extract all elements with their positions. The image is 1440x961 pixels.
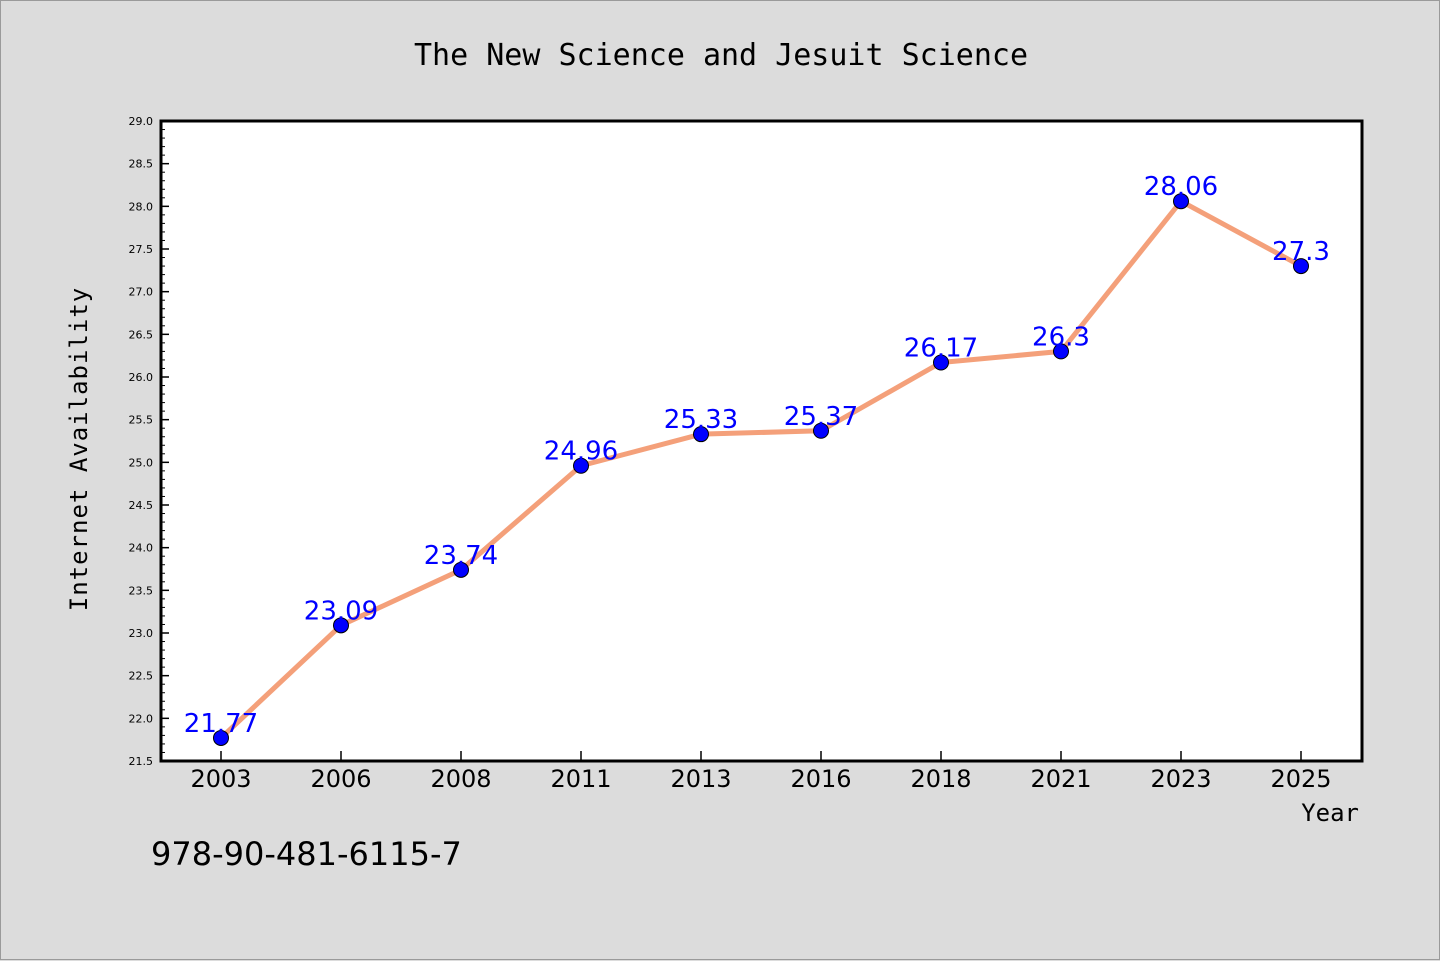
data-point [693, 426, 709, 443]
data-point [813, 422, 829, 439]
y-tick-label: 25.5 [129, 414, 154, 427]
data-point [1293, 258, 1309, 275]
x-tick-label: 2013 [670, 765, 731, 793]
data-labels: 21.77 23.09 23.74 24.96 25.33 25.37 26.17 26.3 2… [184, 172, 1330, 739]
y-tick-label: 28.0 [129, 200, 154, 213]
data-label: 26.17 [904, 333, 978, 363]
y-tick-label: 22.0 [129, 712, 154, 725]
y-tick-label: 24.5 [129, 499, 154, 512]
x-tick-label: 2021 [1030, 765, 1091, 793]
data-label: 23.74 [424, 541, 498, 571]
data-point [453, 561, 469, 578]
y-tick-label: 29.0 [129, 115, 154, 128]
x-axis: 2003 2006 2008 2011 2013 2016 2018 2021 2023 2025 [190, 751, 1332, 793]
y-tick-label: 23.0 [129, 627, 154, 640]
x-tick-label: 2003 [190, 765, 251, 793]
x-tick-label: 2016 [790, 765, 851, 793]
data-label: 25.37 [784, 402, 858, 432]
data-point [573, 457, 589, 474]
data-point [213, 729, 229, 746]
data-label: 25.33 [664, 405, 738, 435]
y-tick-label: 26.5 [129, 328, 154, 341]
y-tick-label: 23.5 [129, 584, 154, 597]
data-label: 28.06 [1144, 172, 1218, 202]
x-tick-label: 2011 [550, 765, 611, 793]
data-label: 23.09 [304, 596, 378, 626]
y-axis-label: Internet Availability [65, 287, 93, 611]
x-tick-label: 2025 [1270, 765, 1331, 793]
data-label: 21.77 [184, 709, 258, 739]
footer-isbn: 978-90-481-6115-7 [151, 835, 462, 873]
data-point [1053, 343, 1069, 360]
x-tick-label: 2018 [910, 765, 971, 793]
data-label: 26.3 [1032, 322, 1090, 352]
data-point [1173, 193, 1189, 210]
data-point [333, 617, 349, 634]
x-tick-label: 2023 [1150, 765, 1211, 793]
x-tick-label: 2008 [430, 765, 491, 793]
y-axis: 21.5 22.0 22.5 23.0 23.5 24.0 24.5 25.0 25.5 26.0… [129, 115, 169, 768]
y-tick-label: 22.5 [129, 670, 154, 683]
y-tick-label: 25.0 [129, 456, 154, 469]
data-points [213, 193, 1309, 746]
y-tick-label: 24.0 [129, 542, 154, 555]
plot-area [159, 119, 1364, 763]
data-point [933, 354, 949, 371]
x-tick-label: 2006 [310, 765, 371, 793]
chart-title: The New Science and Jesuit Science [414, 38, 1028, 73]
series-line [218, 198, 1304, 741]
y-tick-label: 21.5 [129, 755, 154, 768]
y-tick-label: 28.5 [129, 158, 154, 171]
data-label: 24.96 [544, 437, 618, 467]
y-tick-label: 26.0 [129, 371, 154, 384]
y-tick-label: 27.0 [129, 286, 154, 299]
x-axis-label: Year [1301, 799, 1359, 827]
data-label: 27.3 [1272, 237, 1330, 267]
y-tick-label: 27.5 [129, 243, 154, 256]
